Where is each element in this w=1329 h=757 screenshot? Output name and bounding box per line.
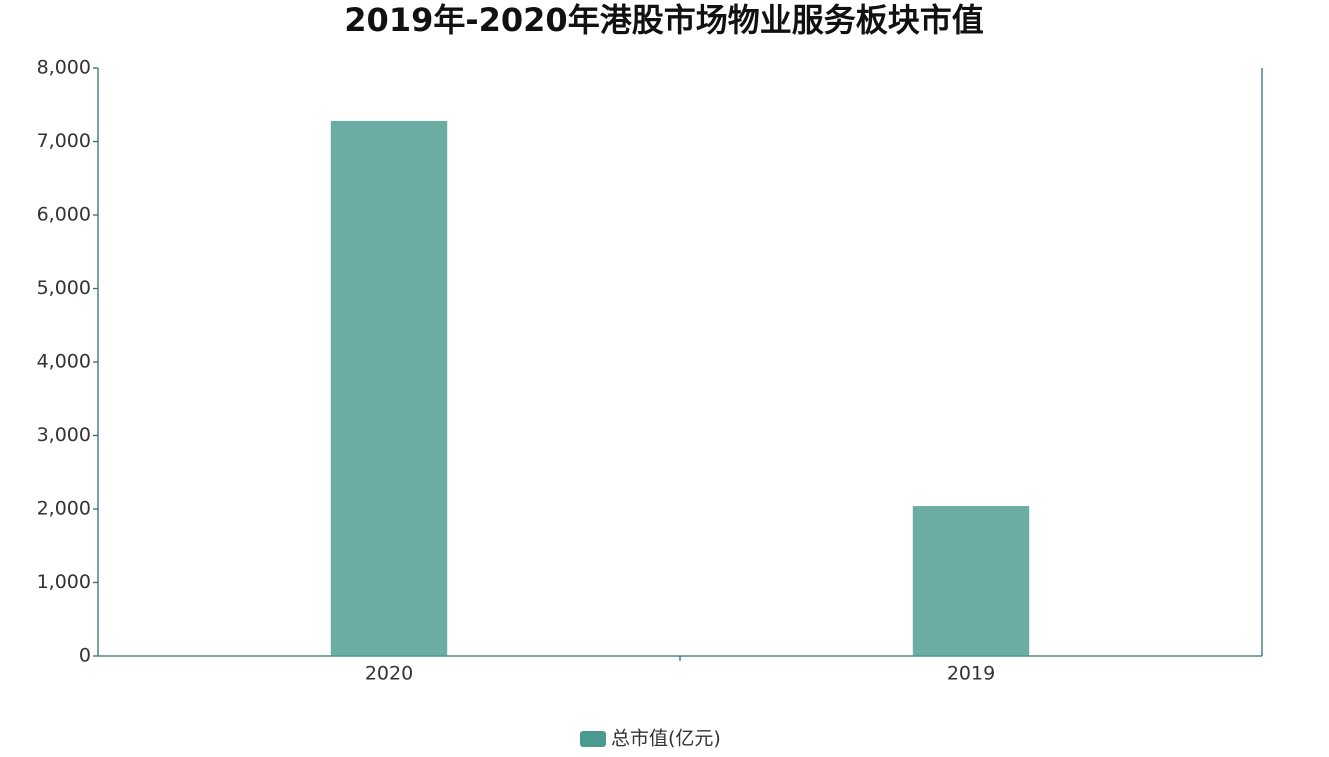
y-tick-label: 6,000	[37, 204, 91, 226]
y-tick-label: 4,000	[37, 351, 91, 373]
bar	[330, 120, 448, 657]
x-tick-label: 2019	[947, 663, 995, 685]
y-tick-label: 0	[79, 645, 91, 667]
legend-swatch	[580, 731, 606, 747]
y-tick-label: 8,000	[37, 57, 91, 79]
legend-label: 总市值(亿元)	[611, 728, 721, 750]
bar	[912, 506, 1030, 656]
y-tick-label: 5,000	[37, 277, 91, 299]
x-tick-label: 2020	[365, 663, 413, 685]
y-tick-label: 1,000	[37, 571, 91, 593]
y-tick-label: 3,000	[37, 424, 91, 446]
y-tick-label: 7,000	[37, 130, 91, 152]
chart-title: 2019年-2020年港股市场物业服务板块市值	[344, 1, 983, 39]
y-tick-label: 2,000	[37, 498, 91, 520]
